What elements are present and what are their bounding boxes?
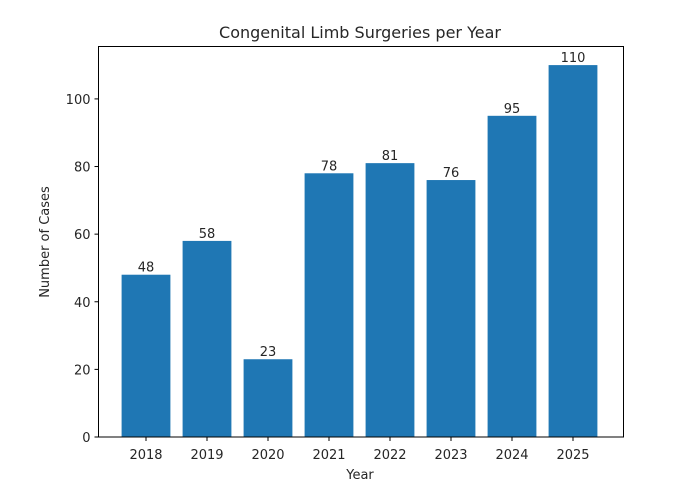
x-axis-label: Year bbox=[345, 468, 374, 483]
bar-2023 bbox=[426, 180, 476, 438]
x-tick-label-2024: 2024 bbox=[495, 448, 528, 463]
y-tick-label-40: 40 bbox=[74, 296, 91, 311]
data-label-2020: 23 bbox=[260, 345, 277, 360]
y-axis-label: Number of Cases bbox=[38, 186, 53, 298]
data-label-2023: 76 bbox=[443, 166, 460, 181]
x-tick-label-2023: 2023 bbox=[434, 448, 467, 463]
x-tick-label-2022: 2022 bbox=[373, 448, 406, 463]
data-label-2018: 48 bbox=[138, 261, 155, 276]
y-tick-label-80: 80 bbox=[74, 161, 91, 176]
data-label-2019: 58 bbox=[199, 227, 216, 242]
x-tick-label-2019: 2019 bbox=[190, 448, 223, 463]
data-label-2021: 78 bbox=[321, 159, 338, 174]
plot-frame bbox=[98, 46, 624, 438]
y-tick-label-20: 20 bbox=[74, 363, 91, 378]
bar-2025 bbox=[548, 65, 598, 437]
bar-2022 bbox=[365, 163, 415, 437]
x-tick-label-2018: 2018 bbox=[129, 448, 162, 463]
data-label-2025: 110 bbox=[561, 51, 586, 66]
bar-2024 bbox=[487, 115, 537, 438]
bar-2021 bbox=[304, 173, 354, 438]
chart-title: Congenital Limb Surgeries per Year bbox=[219, 23, 501, 42]
y-tick-label-60: 60 bbox=[74, 228, 91, 243]
bar-2020 bbox=[243, 359, 293, 437]
x-tick-label-2025: 2025 bbox=[556, 448, 589, 463]
data-label-2022: 81 bbox=[382, 149, 399, 164]
bar-2019 bbox=[182, 240, 232, 437]
y-tick-label-100: 100 bbox=[66, 93, 91, 108]
data-label-2024: 95 bbox=[504, 102, 521, 117]
x-tick-label-2020: 2020 bbox=[251, 448, 284, 463]
y-tick-label-0: 0 bbox=[82, 431, 90, 446]
x-tick-label-2021: 2021 bbox=[312, 448, 345, 463]
bar-2018 bbox=[121, 274, 171, 437]
